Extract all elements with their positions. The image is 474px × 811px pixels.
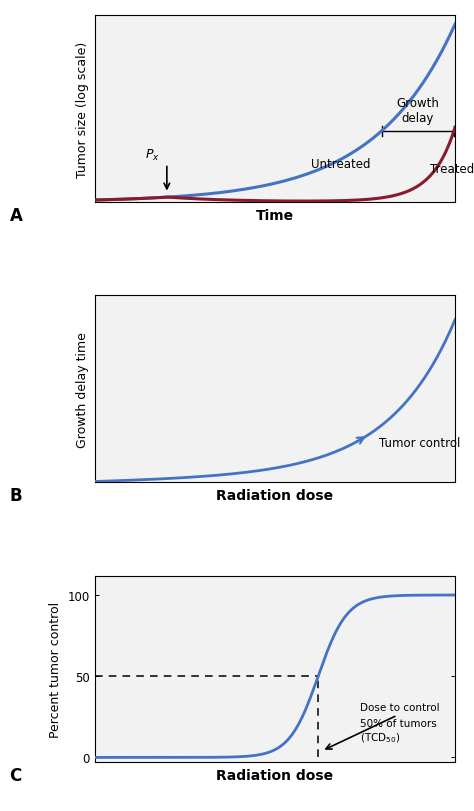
Text: (TCD$_{50}$): (TCD$_{50}$) (360, 731, 400, 744)
X-axis label: Radiation dose: Radiation dose (216, 488, 334, 502)
Text: 50% of tumors: 50% of tumors (360, 719, 437, 728)
Y-axis label: Growth delay time: Growth delay time (76, 332, 89, 447)
Text: Untreated: Untreated (311, 158, 371, 171)
Text: Tumor control: Tumor control (379, 437, 461, 450)
Text: $P_x$: $P_x$ (145, 148, 160, 162)
Text: Dose to control: Dose to control (360, 702, 439, 712)
Text: Treated: Treated (430, 163, 474, 176)
X-axis label: Time: Time (256, 208, 294, 222)
X-axis label: Radiation dose: Radiation dose (216, 768, 334, 782)
Text: B: B (9, 487, 22, 504)
Y-axis label: Tumor size (log scale): Tumor size (log scale) (76, 41, 89, 178)
Y-axis label: Percent tumor control: Percent tumor control (49, 601, 62, 737)
Text: Growth
delay: Growth delay (396, 97, 439, 126)
Text: C: C (9, 766, 22, 784)
Text: A: A (9, 207, 22, 225)
